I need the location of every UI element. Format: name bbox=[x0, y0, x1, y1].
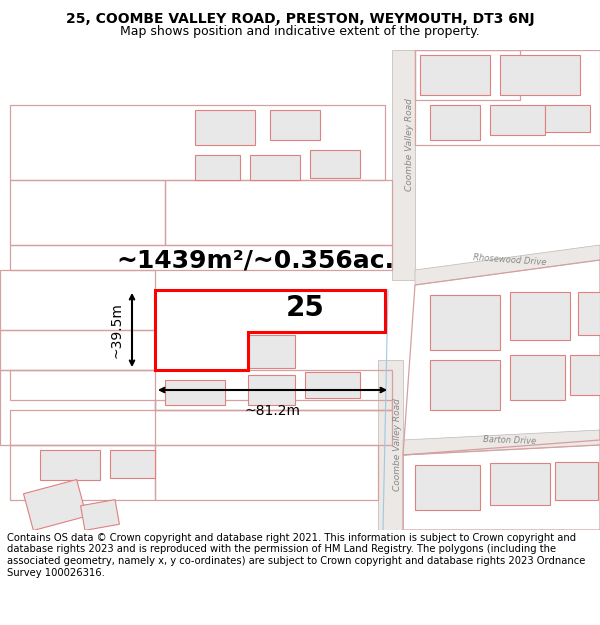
Polygon shape bbox=[305, 296, 340, 318]
Polygon shape bbox=[415, 465, 480, 510]
Polygon shape bbox=[250, 155, 300, 180]
Polygon shape bbox=[195, 155, 240, 180]
Polygon shape bbox=[378, 360, 403, 530]
Text: Contains OS data © Crown copyright and database right 2021. This information is : Contains OS data © Crown copyright and d… bbox=[7, 533, 586, 578]
Polygon shape bbox=[392, 50, 415, 280]
Polygon shape bbox=[40, 450, 100, 480]
Polygon shape bbox=[23, 479, 86, 531]
Text: 25, COOMBE VALLEY ROAD, PRESTON, WEYMOUTH, DT3 6NJ: 25, COOMBE VALLEY ROAD, PRESTON, WEYMOUT… bbox=[65, 12, 535, 26]
Polygon shape bbox=[430, 295, 500, 350]
Text: Coombe Valley Road: Coombe Valley Road bbox=[404, 99, 413, 191]
Polygon shape bbox=[310, 150, 360, 178]
Polygon shape bbox=[165, 380, 225, 405]
Polygon shape bbox=[80, 499, 119, 531]
Text: ~81.2m: ~81.2m bbox=[245, 404, 301, 418]
Polygon shape bbox=[430, 360, 500, 410]
Text: Rhosewood Drive: Rhosewood Drive bbox=[473, 253, 547, 267]
Polygon shape bbox=[570, 355, 600, 395]
Polygon shape bbox=[195, 110, 255, 145]
Polygon shape bbox=[510, 355, 565, 400]
Polygon shape bbox=[403, 430, 600, 455]
Polygon shape bbox=[430, 105, 480, 140]
Text: Barton Drive: Barton Drive bbox=[483, 434, 537, 446]
Polygon shape bbox=[248, 296, 295, 332]
Text: ~1439m²/~0.356ac.: ~1439m²/~0.356ac. bbox=[116, 248, 394, 272]
Text: 25: 25 bbox=[286, 294, 325, 322]
Polygon shape bbox=[420, 55, 490, 95]
Text: Map shows position and indicative extent of the property.: Map shows position and indicative extent… bbox=[120, 24, 480, 38]
Polygon shape bbox=[490, 463, 550, 505]
Polygon shape bbox=[510, 292, 570, 340]
Polygon shape bbox=[248, 335, 295, 368]
Polygon shape bbox=[248, 375, 295, 405]
Polygon shape bbox=[555, 462, 598, 500]
Polygon shape bbox=[270, 110, 320, 140]
Polygon shape bbox=[110, 450, 155, 478]
Polygon shape bbox=[415, 245, 600, 285]
Polygon shape bbox=[545, 105, 590, 132]
Polygon shape bbox=[490, 105, 545, 135]
Polygon shape bbox=[500, 55, 580, 95]
Polygon shape bbox=[305, 372, 360, 398]
Text: Coombe Valley Road: Coombe Valley Road bbox=[392, 399, 401, 491]
Polygon shape bbox=[578, 292, 600, 335]
Polygon shape bbox=[155, 290, 385, 370]
Text: ~39.5m: ~39.5m bbox=[110, 302, 124, 358]
